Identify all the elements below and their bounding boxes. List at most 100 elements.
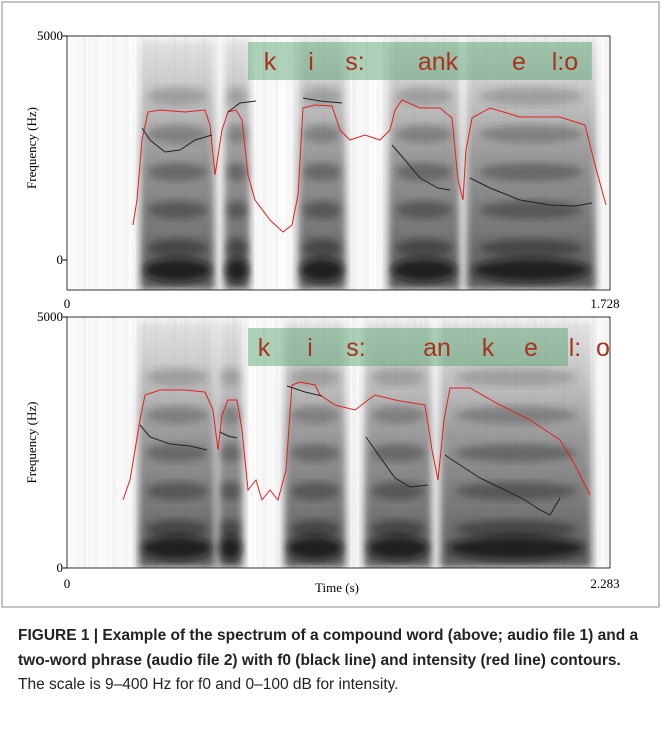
formant	[142, 536, 212, 560]
formant	[371, 482, 425, 500]
formant	[392, 258, 457, 282]
segment-label: k	[264, 48, 277, 76]
noise	[124, 317, 129, 568]
formant	[303, 163, 341, 181]
formant	[371, 444, 425, 462]
formant	[219, 536, 242, 560]
noise	[112, 317, 117, 568]
formant	[290, 482, 340, 500]
x-tick-label: 0	[64, 576, 71, 591]
formant	[148, 239, 208, 257]
formant	[148, 163, 208, 181]
segment-band	[248, 328, 568, 366]
formant	[221, 368, 241, 386]
y-tick-label: 0	[57, 560, 64, 575]
formant	[455, 406, 577, 424]
segment-label: l:	[569, 334, 582, 362]
segment-label: ank	[418, 48, 459, 76]
y-axis-label: Frequency (Hz)	[24, 107, 39, 189]
formant	[227, 239, 248, 257]
formant	[455, 444, 577, 462]
segment-label: an	[423, 334, 451, 362]
segment-label: k	[482, 334, 495, 362]
formant	[303, 201, 341, 219]
y-tick-label: 5000	[37, 28, 63, 43]
formant	[290, 406, 340, 424]
formant	[371, 520, 425, 538]
formant	[479, 87, 583, 105]
noise	[82, 317, 87, 568]
formant	[395, 239, 453, 257]
formant	[146, 520, 208, 538]
segment-label: k	[258, 334, 271, 362]
noise	[88, 317, 93, 568]
y-tick-label: 5000	[37, 309, 63, 324]
formant	[290, 520, 340, 538]
noise	[94, 317, 99, 568]
formant	[144, 258, 212, 282]
formant	[146, 406, 208, 424]
formant	[395, 163, 453, 181]
formant	[148, 125, 208, 143]
formant	[395, 87, 453, 105]
formant	[479, 163, 583, 181]
noise	[70, 36, 75, 290]
formant	[455, 368, 577, 386]
formant	[290, 444, 340, 462]
segment-label: i	[308, 48, 314, 76]
noise	[598, 36, 603, 290]
segment-label: e	[524, 334, 538, 362]
formant	[225, 258, 248, 282]
formant	[146, 482, 208, 500]
formant	[221, 406, 241, 424]
x-axis-label: Time (s)	[315, 580, 359, 595]
formant	[303, 125, 341, 143]
formant	[146, 368, 208, 386]
formant	[221, 520, 241, 538]
noise	[118, 317, 123, 568]
formant	[395, 125, 453, 143]
segment-label: e	[512, 48, 526, 76]
formant	[479, 201, 583, 219]
formant	[455, 482, 577, 500]
formant	[227, 163, 248, 181]
formant	[371, 406, 425, 424]
noise	[76, 36, 81, 290]
noise	[94, 36, 99, 290]
formant	[227, 201, 248, 219]
formant	[303, 239, 341, 257]
formant	[221, 482, 241, 500]
noise	[100, 36, 105, 290]
caption-text: The scale is 9–400 Hz for f0 and 0–100 d…	[18, 676, 399, 693]
noise	[112, 36, 117, 290]
noise	[70, 317, 75, 568]
formant	[455, 520, 577, 538]
caption: FIGURE 1 | Example of the spectrum of a …	[18, 624, 648, 698]
formant	[148, 87, 208, 105]
noise	[604, 36, 609, 290]
x-tick-label: 1.728	[590, 296, 619, 311]
noise	[76, 317, 81, 568]
noise	[118, 36, 123, 290]
y-tick-label: 0	[57, 252, 64, 267]
formant	[148, 201, 208, 219]
formant	[146, 444, 208, 462]
segment-label: s:	[346, 334, 365, 362]
noise	[106, 317, 111, 568]
caption-bold: FIGURE 1 | Example of the spectrum of a …	[18, 627, 638, 669]
noise	[130, 317, 135, 568]
formant	[395, 201, 453, 219]
noise	[130, 36, 135, 290]
formant	[300, 258, 343, 282]
y-axis-label: Frequency (Hz)	[24, 402, 39, 484]
segment-label: i	[307, 334, 313, 362]
formant	[448, 536, 585, 560]
formant	[367, 536, 428, 560]
formant	[473, 258, 590, 282]
segment-label: s:	[345, 48, 364, 76]
x-tick-label: 0	[64, 296, 71, 311]
segment-label: o	[596, 334, 610, 362]
formant	[371, 368, 425, 386]
formant	[479, 125, 583, 143]
noise	[106, 36, 111, 290]
